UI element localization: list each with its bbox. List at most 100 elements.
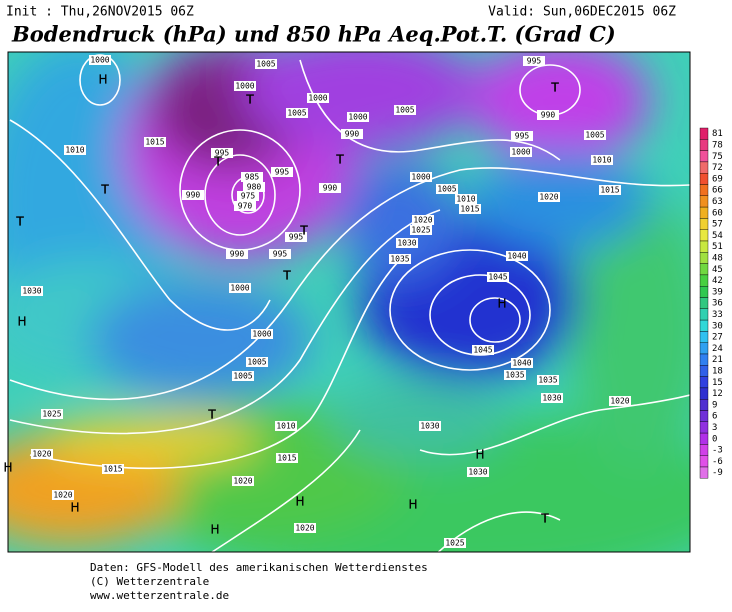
map-title: Bodendruck (hPa) und 850 hPa Aeq.Pot.T. …: [11, 22, 616, 47]
colorbar-swatch: [699, 308, 709, 321]
isobar-label: 1015: [145, 138, 164, 147]
pressure-center: T: [207, 408, 216, 422]
colorbar-swatch: [699, 286, 709, 298]
isobar-label: 1020: [539, 193, 558, 202]
colorbar-label: 39: [712, 287, 723, 297]
colorbar-label: 6: [712, 412, 717, 422]
isobar-label: 1030: [542, 394, 561, 403]
isobar-label: 1030: [468, 468, 487, 477]
colorbar-label: 63: [712, 197, 723, 207]
isobar-label-bg: [506, 251, 528, 261]
isobar-label: 1000: [308, 94, 327, 103]
colorbar-label: 81: [712, 129, 723, 139]
map-frame: [7, 51, 691, 553]
isobar-label-bg: [523, 56, 545, 66]
isobar-label-bg: [211, 148, 233, 158]
colorbar-label: 66: [712, 186, 723, 196]
isobar-label-bg: [487, 272, 509, 282]
isobar-label-bg: [396, 238, 418, 248]
map-labels: 1000100010051005100010001005995990995100…: [3, 55, 631, 548]
pressure-center: T: [540, 512, 549, 526]
isobar-label-bg: [21, 286, 43, 296]
colorbar-label: 78: [712, 140, 723, 150]
isobar-label: 1015: [460, 205, 479, 214]
isobar-label-bg: [504, 370, 526, 380]
isobar-label-bg: [294, 523, 316, 533]
isobar-label: 970: [238, 202, 253, 211]
pressure-center: H: [295, 495, 304, 509]
colorbar-swatch: [699, 319, 709, 332]
isobar-label-bg: [472, 345, 494, 355]
pressure-center: T: [550, 81, 559, 95]
isobar-label: 1035: [505, 371, 524, 380]
isobar-label: 995: [273, 250, 288, 259]
colorbar-label: -9: [712, 468, 723, 478]
isobar-label-bg: [276, 453, 298, 463]
isobar-label-bg: [419, 421, 441, 431]
isobar-label-bg: [234, 81, 256, 91]
colorbar-label: 75: [712, 152, 723, 162]
isobar-label: 1005: [233, 372, 252, 381]
colorbar-swatch: [699, 274, 709, 287]
isobar-label: 1010: [276, 422, 295, 431]
isobar-label: 1000: [411, 173, 430, 182]
colorbar-label: 27: [712, 333, 723, 343]
colorbar-label: 21: [712, 355, 723, 365]
pressure-center: H: [98, 73, 107, 87]
colorbar: 8178757269666360575451484542393633302724…: [699, 127, 723, 479]
colorbar-label: 54: [712, 231, 723, 241]
isobar-label: 1030: [397, 239, 416, 248]
isobar-label: 1005: [437, 185, 456, 194]
isobar-label: 1010: [456, 195, 475, 204]
isobar-label-bg: [459, 204, 481, 214]
colorbar-swatch: [699, 263, 709, 276]
isobar-label-bg: [275, 421, 297, 431]
pressure-center: H: [17, 315, 26, 329]
colorbar-swatch: [699, 127, 709, 140]
pressure-center: H: [210, 523, 219, 537]
isobar-label-bg: [410, 172, 432, 182]
pressure-center: H: [3, 461, 12, 475]
isobar-label-bg: [226, 249, 248, 259]
colorbar-swatch: [699, 229, 709, 242]
isobar-label: 990: [541, 111, 556, 120]
isobar-label-bg: [89, 55, 111, 65]
isobar-label-bg: [269, 249, 291, 259]
isobar-label-bg: [234, 201, 256, 211]
isobar-label: 1010: [592, 156, 611, 165]
isobar-label: 995: [527, 57, 542, 66]
colorbar-label: 18: [712, 366, 723, 376]
colorbar-label: 42: [712, 276, 723, 286]
isobar-label: 1045: [473, 346, 492, 355]
pressure-center: T: [335, 153, 344, 167]
isobar-label: 1000: [348, 113, 367, 122]
isobar-label: 1020: [610, 397, 629, 406]
isobars: [9, 54, 690, 552]
isobar-label-bg: [307, 93, 329, 103]
isobar-label: 975: [241, 192, 256, 201]
isobar-label: 1020: [413, 216, 432, 225]
footer-line: Daten: GFS-Modell des amerikanischen Wet…: [90, 561, 428, 574]
isobar-label: 1030: [22, 287, 41, 296]
colorbar-swatch: [699, 206, 709, 219]
colorbar-label: -6: [712, 457, 723, 467]
isobar-label-bg: [52, 490, 74, 500]
colorbar-label: 51: [712, 242, 723, 252]
isobar-label: 990: [323, 184, 338, 193]
isobar-label: 1005: [585, 131, 604, 140]
isobar-label: 1005: [287, 109, 306, 118]
isobar-label-bg: [511, 358, 533, 368]
isobar-label-bg: [511, 131, 533, 141]
isobar-label: 1000: [252, 330, 271, 339]
isobar-label-bg: [436, 184, 458, 194]
isobar-label-bg: [537, 375, 559, 385]
isobar-label: 1020: [295, 524, 314, 533]
isobar-label-bg: [389, 254, 411, 264]
isobar-label-bg: [510, 147, 532, 157]
isobar-label-bg: [102, 464, 124, 474]
isobar-label-bg: [41, 409, 63, 419]
colorbar-label: 36: [712, 299, 723, 309]
footer-line: (C) Wetterzentrale: [90, 575, 209, 588]
isobar-label: 1040: [507, 252, 526, 261]
isobar-label: 995: [289, 233, 304, 242]
